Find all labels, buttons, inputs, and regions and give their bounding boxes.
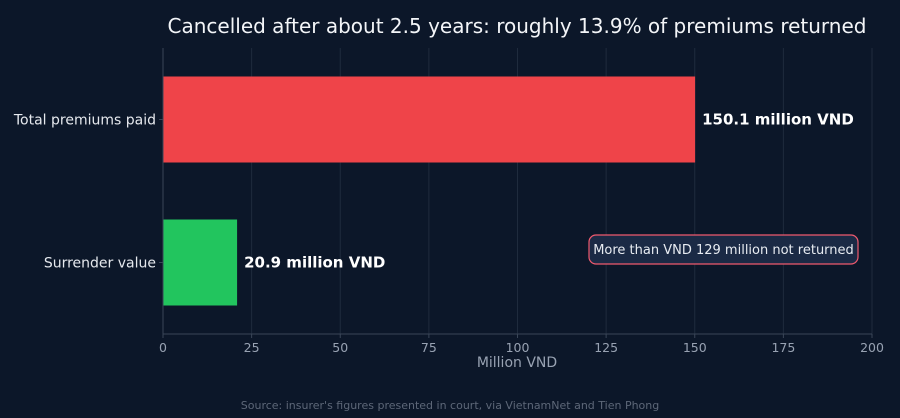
annotation-text: More than VND 129 million not returned [593,243,854,258]
category-label: Total premiums paid [13,113,156,129]
x-tick-label: 200 [860,340,884,355]
x-tick-label: 150 [683,340,707,355]
data-label: 20.9 million VND [244,254,385,272]
source-note: Source: insurer's figures presented in c… [241,399,659,412]
chart-title: Cancelled after about 2.5 years: roughly… [168,14,867,38]
x-tick-label: 175 [771,340,795,355]
x-tick-label: 25 [244,340,260,355]
bar [163,76,696,163]
x-axis-title: Million VND [477,355,557,371]
x-tick-label: 50 [332,340,348,355]
bar [163,219,238,306]
x-tick-label: 125 [594,340,618,355]
category-label: Surrender value [44,256,156,272]
annotation: More than VND 129 million not returned [588,234,859,265]
data-label: 150.1 million VND [702,111,854,129]
annotation-box [588,234,859,265]
x-tick-label: 75 [421,340,437,355]
bar-layer: 150.1 million VND 20.9 million VND [163,76,854,306]
x-tick-label: 100 [506,340,530,355]
x-tick-label: 0 [159,340,167,355]
axis-layer: 0 25 50 75 100 125 150 175 200 Total premiums pai… [13,48,884,355]
